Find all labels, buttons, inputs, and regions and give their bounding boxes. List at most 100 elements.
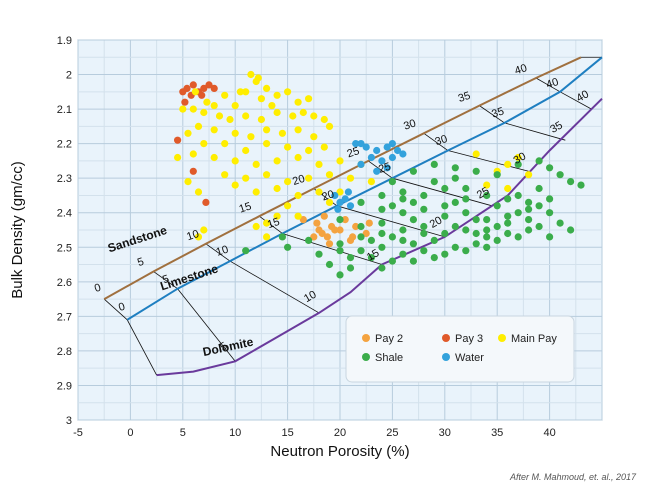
dolomite-porosity-label: 10 xyxy=(302,289,319,306)
shale-point xyxy=(336,216,344,224)
x-tick-label: -5 xyxy=(73,427,83,439)
main-pay-point xyxy=(514,153,522,162)
main-pay-point xyxy=(284,88,292,96)
main-pay-point xyxy=(278,129,286,137)
main-pay-point xyxy=(247,70,255,79)
shale-point xyxy=(388,233,396,241)
shale-point xyxy=(546,209,554,217)
iso-porosity-connector xyxy=(205,243,231,262)
limestone-porosity-label: 40 xyxy=(545,76,560,91)
main-pay-point xyxy=(294,212,302,220)
shale-point xyxy=(472,167,480,175)
water-point xyxy=(352,140,360,148)
main-pay-point xyxy=(305,95,313,103)
main-pay-point xyxy=(320,115,328,124)
shale-point xyxy=(504,212,512,220)
pay-3-point xyxy=(205,81,213,89)
x-tick-label: 40 xyxy=(543,427,555,439)
shale-point xyxy=(409,257,417,265)
shale-point xyxy=(441,202,449,210)
legend-marker xyxy=(498,334,506,342)
shale-point xyxy=(441,229,449,238)
shale-point xyxy=(336,247,344,255)
shale-point xyxy=(367,236,375,244)
dolomite-line xyxy=(156,97,603,377)
shale-point xyxy=(430,254,438,262)
water-point xyxy=(388,153,396,162)
main-pay-point xyxy=(236,88,244,96)
pay-2-point xyxy=(320,212,328,220)
pay-3-point xyxy=(189,167,197,175)
y-tick-label: 2 xyxy=(66,70,72,82)
pay-2-point xyxy=(336,226,344,234)
shale-point xyxy=(409,198,417,206)
pay-3-point xyxy=(202,198,210,206)
limestone-porosity-label: 5 xyxy=(161,273,171,286)
shale-point xyxy=(577,181,585,189)
shale-point xyxy=(546,233,554,241)
water-point xyxy=(362,143,370,151)
main-pay-point xyxy=(299,108,307,117)
shale-point xyxy=(462,184,470,193)
main-pay-point xyxy=(284,178,292,186)
main-pay-point xyxy=(210,102,218,110)
shale-point xyxy=(336,240,344,248)
main-pay-point xyxy=(294,126,302,134)
pay-2-point xyxy=(310,233,318,241)
shale-point xyxy=(441,212,449,220)
main-pay-point xyxy=(184,129,192,137)
water-point xyxy=(367,153,375,162)
iso-porosity-connector xyxy=(535,77,561,93)
shale-point xyxy=(472,229,480,238)
main-pay-point xyxy=(221,140,229,148)
x-axis-ticks: -5 0 5 10 15 20 25 30 35 40 xyxy=(73,427,556,439)
shale-point xyxy=(346,254,355,262)
shale-point xyxy=(483,226,491,234)
shale-point xyxy=(441,250,449,258)
shale-point xyxy=(378,219,386,227)
pay-2-point xyxy=(323,233,331,241)
water-point xyxy=(373,146,381,155)
legend-marker xyxy=(362,334,370,342)
shale-point xyxy=(514,233,522,241)
water-point xyxy=(357,140,365,148)
x-tick-label: 0 xyxy=(127,427,133,439)
main-pay-point xyxy=(221,91,229,99)
pay-2-point xyxy=(299,216,307,224)
x-axis-title: Neutron Porosity (%) xyxy=(270,443,409,460)
legend: Pay 2 Pay 3 Main Pay Shale Water xyxy=(345,315,575,383)
main-pay-point xyxy=(320,143,328,151)
pay-2-point xyxy=(313,219,321,227)
main-pay-point xyxy=(184,178,192,186)
main-pay-point xyxy=(191,88,199,96)
main-pay-point xyxy=(189,105,197,113)
pay-2-point xyxy=(325,240,334,248)
main-pay-point xyxy=(231,129,239,137)
shale-point xyxy=(451,164,459,172)
shale-point xyxy=(284,243,292,251)
shale-point xyxy=(451,198,459,206)
dolomite-porosity-label: 30 xyxy=(512,150,529,167)
water-point xyxy=(394,146,402,155)
pay-2-point xyxy=(365,219,373,227)
shale-point xyxy=(420,191,428,200)
main-pay-point xyxy=(247,133,255,141)
iso-porosity-connector xyxy=(559,91,592,110)
shale-point xyxy=(504,219,512,227)
main-pay-point xyxy=(242,146,250,155)
shale-point xyxy=(357,222,365,231)
legend-marker xyxy=(442,353,450,361)
shale-point xyxy=(451,243,459,251)
main-pay-point xyxy=(325,171,334,179)
iso-porosity-connector xyxy=(447,150,529,172)
limestone-porosity-label: 10 xyxy=(215,244,230,259)
water-point xyxy=(383,143,391,151)
main-pay-point xyxy=(367,178,375,186)
y-tick-label: 2.9 xyxy=(57,380,72,392)
limestone-porosity-label: 25 xyxy=(377,161,392,176)
shale-point xyxy=(278,233,286,241)
legend-label: Pay 3 xyxy=(455,333,483,345)
x-tick-label: 15 xyxy=(281,427,293,439)
x-tick-label: 25 xyxy=(386,427,398,439)
shale-point xyxy=(378,205,386,213)
